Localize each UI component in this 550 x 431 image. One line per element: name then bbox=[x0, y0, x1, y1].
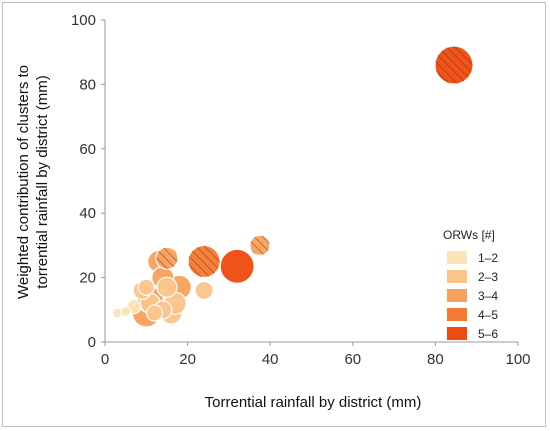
x-tick-label: 60 bbox=[344, 351, 361, 368]
y-tick-label: 60 bbox=[79, 141, 96, 158]
data-point bbox=[194, 280, 214, 301]
data-point bbox=[145, 304, 164, 322]
y-tick-label: 20 bbox=[79, 270, 96, 287]
legend-swatch bbox=[447, 270, 467, 283]
data-points bbox=[111, 45, 474, 328]
legend-swatch bbox=[447, 289, 467, 302]
legend-swatch bbox=[447, 308, 467, 321]
y-tick-label: 0 bbox=[88, 334, 96, 351]
x-axis-title: Torrential rainfall by district (mm) bbox=[205, 394, 422, 411]
data-point bbox=[137, 278, 155, 296]
legend-label: 2–3 bbox=[478, 270, 498, 284]
legend-label: 1–2 bbox=[478, 251, 498, 265]
y-axis-title-line1: Weighted contribution of clusters to bbox=[15, 65, 32, 299]
y-tick-label: 80 bbox=[79, 76, 96, 93]
legend-label: 3–4 bbox=[478, 289, 498, 303]
legend-label: 4–5 bbox=[478, 308, 498, 322]
y-axis-title-line2: torrential rainfall by district (mm) bbox=[34, 75, 51, 288]
x-tick-label: 0 bbox=[101, 351, 109, 368]
legend-title: ORWs [#] bbox=[443, 228, 495, 242]
y-tick-label: 40 bbox=[79, 205, 96, 222]
legend: ORWs [#] 1–2 2–3 3–4 4–5 5–6 bbox=[443, 228, 498, 341]
data-point bbox=[219, 248, 255, 284]
data-point bbox=[434, 45, 474, 85]
chart-frame bbox=[2, 2, 546, 427]
x-tick-label: 100 bbox=[505, 351, 530, 368]
data-point bbox=[156, 276, 178, 298]
axes bbox=[104, 20, 518, 343]
x-tick-label: 40 bbox=[262, 351, 279, 368]
legend-swatch bbox=[447, 327, 467, 340]
data-point bbox=[249, 234, 271, 256]
data-point bbox=[155, 246, 179, 270]
y-tick-label: 100 bbox=[71, 12, 96, 29]
y-ticks: 0 20 40 60 80 100 bbox=[71, 12, 105, 351]
x-tick-label: 20 bbox=[179, 351, 196, 368]
data-point bbox=[187, 244, 221, 279]
legend-label: 5–6 bbox=[478, 327, 498, 341]
legend-swatch bbox=[447, 251, 467, 264]
data-point bbox=[120, 305, 132, 318]
x-ticks: 0 20 40 60 80 100 bbox=[101, 342, 531, 368]
x-tick-label: 80 bbox=[427, 351, 444, 368]
